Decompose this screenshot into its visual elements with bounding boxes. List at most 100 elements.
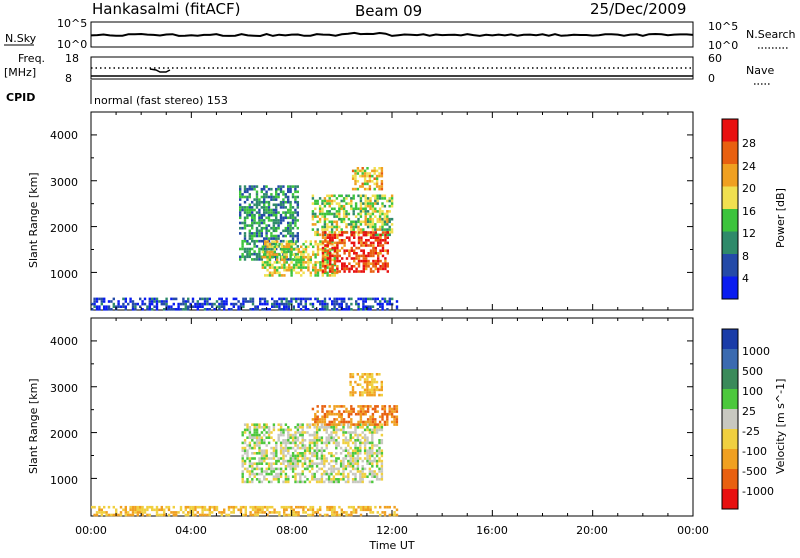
heatmap-cell [196,300,199,303]
heatmap-cell [313,472,316,476]
heatmap-cell [366,217,370,221]
heatmap-cell [356,383,359,386]
heatmap-cell [371,388,374,392]
heatmap-cell [100,513,103,517]
heatmap-cell [380,470,384,473]
heatmap-cell [299,441,302,445]
heatmap-cell [294,480,297,484]
heatmap-cell [266,268,269,272]
heatmap-cell [263,221,266,225]
velocity-colorbar [722,329,738,510]
heatmap-cell [393,505,396,509]
heatmap-cell [388,197,391,200]
heatmap-cell [335,202,339,205]
heatmap-cell [345,212,348,216]
heatmap-cell [100,297,103,301]
heatmap-cell [325,436,328,439]
heatmap-cell [342,470,345,473]
heatmap-cell [368,383,371,386]
heatmap-cell [255,200,259,204]
heatmap-cell [243,258,247,261]
power-cbar-tick-20: 20 [742,182,756,195]
heatmap-cell [143,297,147,301]
heatmap-cell [291,206,295,209]
heatmap-cell [117,300,120,303]
heatmap-cell [255,203,259,207]
heatmap-cell [363,182,367,186]
heatmap-cell [323,228,327,231]
heatmap-cell [303,449,307,452]
heatmap-cell [287,480,290,484]
heatmap-cell [191,297,195,301]
heatmap-cell [323,202,327,205]
heatmap-cell [316,297,319,301]
heatmap-cell [368,185,372,188]
heatmap-cell [223,308,226,311]
heatmap-cell [239,206,242,209]
heatmap-cell [265,454,268,458]
heatmap-cell [366,180,369,183]
heatmap-cell [341,241,344,245]
heatmap-cell [124,505,127,509]
heatmap-cell [264,274,267,277]
heatmap-cell [338,249,341,252]
heatmap-cell [378,452,381,455]
heatmap-cell [311,228,315,231]
heatmap-cell [384,231,387,234]
heatmap-cell [361,472,364,476]
heatmap-cell [335,210,339,213]
heatmap-cell [332,439,336,442]
heatmap-cell [359,446,362,450]
heatmap-cell [295,511,298,514]
heatmap-cell [350,223,353,226]
heatmap-cell [390,199,394,203]
heatmap-cell [363,177,367,180]
heatmap-cell [318,426,321,429]
heatmap-cell [371,454,374,458]
heatmap-cell [395,420,399,424]
heatmap-cell [255,193,259,196]
heatmap-cell [354,441,357,445]
heatmap-cell [371,407,375,411]
noise-tick-right-top: 10^5 [708,20,738,33]
heatmap-cell [294,224,297,227]
heatmap-cell [364,300,367,303]
heatmap-cell [332,436,336,439]
heatmap-cell [383,194,387,198]
heatmap-cell [253,444,256,447]
heatmap-cell [325,472,328,476]
heatmap-cell [372,270,375,273]
heatmap-cell [266,250,269,254]
heatmap-cell [110,300,113,303]
heatmap-cell [301,436,304,439]
heatmap-cell [318,204,322,208]
heatmap-cell [241,470,244,473]
heatmap-cell [361,172,364,175]
heatmap-cell [328,194,331,198]
heatmap-cell [366,418,370,421]
heatmap-cell [386,265,389,268]
heatmap-cell [323,212,327,216]
heatmap-cell [311,459,314,463]
heatmap-cell [279,216,283,220]
heatmap-cell [328,420,331,424]
heatmap-cell [267,229,271,233]
heatmap-cell [326,252,329,255]
heatmap-cell [362,207,365,211]
heatmap-cell [354,459,357,463]
heatmap-cell [365,267,368,271]
heatmap-cell [388,217,391,221]
heatmap-cell [263,423,266,426]
heatmap-cell [158,300,161,303]
heatmap-cell [369,215,372,218]
heatmap-cell [348,236,351,239]
heatmap-cell [331,236,334,239]
heatmap-cell [246,478,249,481]
heatmap-cell [258,250,261,253]
heatmap-cell [290,271,293,275]
heatmap-cell [105,513,108,517]
heatmap-cell [350,407,353,411]
heatmap-cell [314,215,317,218]
heatmap-cell [348,252,351,255]
heatmap-cell [321,199,324,203]
